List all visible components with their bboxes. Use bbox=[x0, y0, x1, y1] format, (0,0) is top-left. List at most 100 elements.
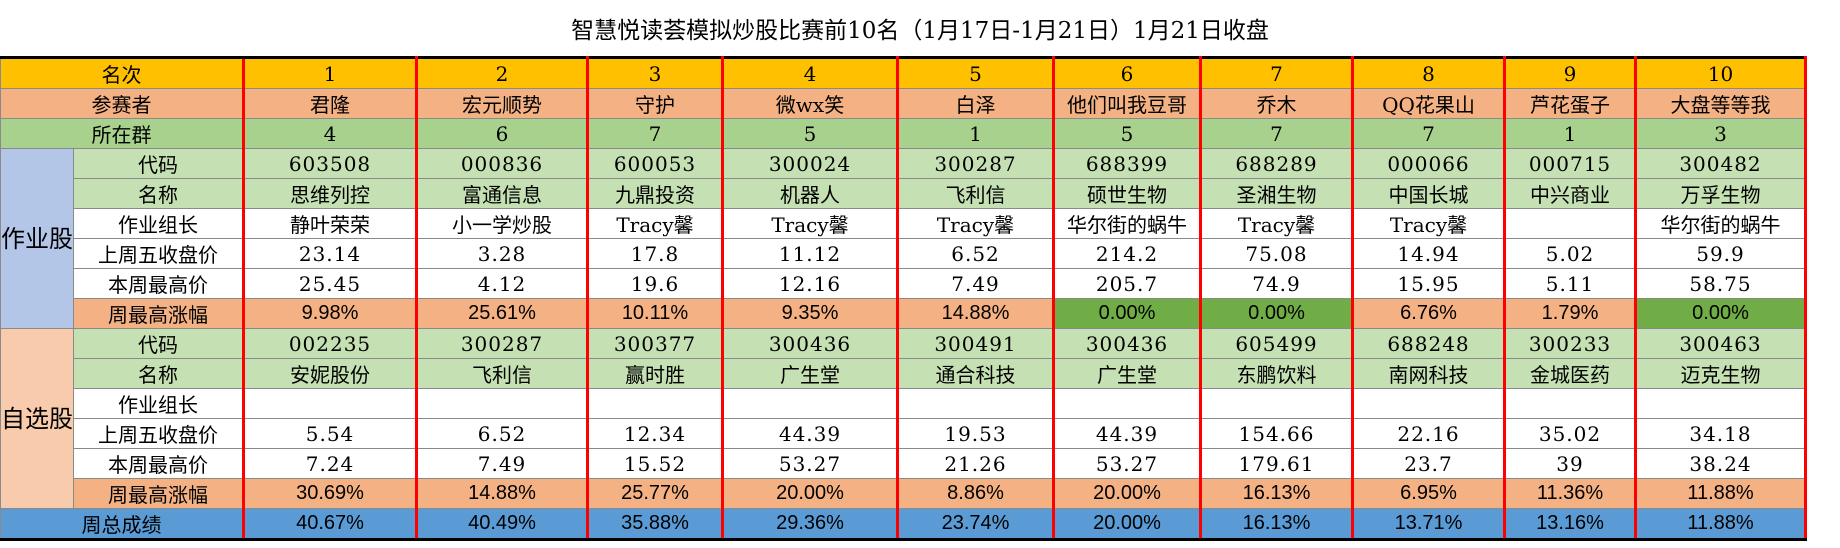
homework-prev-close-label: 上周五收盘价 bbox=[73, 238, 244, 269]
name-cell: 广生堂 bbox=[722, 358, 899, 389]
leader-cell bbox=[242, 388, 418, 419]
high-cell: 53.27 bbox=[722, 448, 899, 479]
homework-high-row: 本周最高价 25.45 4.12 19.6 12.16 7.49 205.7 74.9 15.9… bbox=[1, 268, 1807, 299]
code-cell: 605499 bbox=[1200, 328, 1354, 359]
gain-cell: 11.88% bbox=[1635, 478, 1807, 509]
gain-cell: 14.88% bbox=[416, 478, 589, 509]
code-cell: 300436 bbox=[722, 328, 899, 359]
code-cell: 000836 bbox=[416, 148, 589, 179]
selfpick-leader-label: 作业组长 bbox=[73, 388, 244, 419]
leader-cell bbox=[722, 388, 899, 419]
rank-cell: 4 bbox=[722, 56, 899, 89]
high-cell: 25.45 bbox=[242, 268, 418, 299]
code-cell: 300482 bbox=[1635, 148, 1807, 179]
code-cell: 300491 bbox=[897, 328, 1055, 359]
leader-cell bbox=[1352, 388, 1506, 419]
leader-cell: Tracy馨 bbox=[587, 208, 724, 239]
selfpick-prev-close-row: 上周五收盘价 5.54 6.52 12.34 44.39 19.53 44.39 154.66… bbox=[1, 418, 1807, 449]
gain-cell: 25.77% bbox=[587, 478, 724, 509]
rank-cell: 5 bbox=[897, 56, 1055, 89]
selfpick-side-label: 自选股 bbox=[0, 328, 74, 509]
prev-close-cell: 12.34 bbox=[587, 418, 724, 449]
rank-row: 名次 1 2 3 4 5 6 7 8 9 10 bbox=[0, 56, 1807, 89]
high-cell: 39 bbox=[1504, 448, 1637, 479]
leader-cell bbox=[897, 388, 1055, 419]
homework-code-label: 代码 bbox=[73, 148, 244, 179]
selfpick-high-row: 本周最高价 7.24 7.49 15.52 53.27 21.26 53.27 179.61 2… bbox=[1, 448, 1807, 479]
high-cell: 74.9 bbox=[1200, 268, 1354, 299]
player-cell: QQ花果山 bbox=[1352, 88, 1506, 119]
selfpick-gain-row: 周最高涨幅 30.69% 14.88% 25.77% 20.00% 8.86% 20.00%… bbox=[1, 478, 1807, 509]
player-row: 参赛者 君隆 宏元顺势 守护 微wx笑 白泽 他们叫我豆哥 乔木 QQ花果山 芦花蛋子 大盘等等我 bbox=[0, 88, 1807, 119]
selfpick-gain-label: 周最高涨幅 bbox=[73, 478, 244, 509]
leader-cell: Tracy馨 bbox=[722, 208, 899, 239]
homework-name-row: 名称 思维列控 富通信息 九鼎投资 机器人 飞利信 硕世生物 圣湘生物 中国长城 中兴商业 万孚生物 bbox=[1, 178, 1807, 209]
high-cell: 23.7 bbox=[1352, 448, 1506, 479]
player-cell: 乔木 bbox=[1200, 88, 1354, 119]
gain-cell: 0.00% bbox=[1200, 298, 1354, 329]
player-cell: 君隆 bbox=[242, 88, 418, 119]
prev-close-cell: 6.52 bbox=[897, 238, 1055, 269]
total-cell: 29.36% bbox=[722, 508, 899, 541]
high-cell: 12.16 bbox=[722, 268, 899, 299]
leader-cell: 华尔街的蜗牛 bbox=[1635, 208, 1807, 239]
code-cell: 603508 bbox=[242, 148, 418, 179]
high-cell: 5.11 bbox=[1504, 268, 1637, 299]
selfpick-name-label: 名称 bbox=[73, 358, 244, 389]
name-cell: 万孚生物 bbox=[1635, 178, 1807, 209]
rank-cell: 10 bbox=[1635, 56, 1807, 89]
group-cell: 6 bbox=[416, 118, 589, 149]
total-label: 周总成绩 bbox=[0, 508, 244, 541]
high-cell: 179.61 bbox=[1200, 448, 1354, 479]
group-cell: 1 bbox=[897, 118, 1055, 149]
name-cell: 九鼎投资 bbox=[587, 178, 724, 209]
gain-cell: 25.61% bbox=[416, 298, 589, 329]
homework-gain-row: 周最高涨幅 9.98% 25.61% 10.11% 9.35% 14.88% 0.00% 0.… bbox=[1, 298, 1807, 329]
high-cell: 7.49 bbox=[416, 448, 589, 479]
name-cell: 南网科技 bbox=[1352, 358, 1506, 389]
player-cell: 白泽 bbox=[897, 88, 1055, 119]
high-cell: 38.24 bbox=[1635, 448, 1807, 479]
name-cell: 东鹏饮料 bbox=[1200, 358, 1354, 389]
name-cell: 安妮股份 bbox=[242, 358, 418, 389]
high-cell: 21.26 bbox=[897, 448, 1055, 479]
player-cell: 微wx笑 bbox=[722, 88, 899, 119]
gain-cell: 0.00% bbox=[1635, 298, 1807, 329]
total-cell: 40.67% bbox=[242, 508, 418, 541]
player-cell: 守护 bbox=[587, 88, 724, 119]
code-cell: 300463 bbox=[1635, 328, 1807, 359]
leader-cell: Tracy馨 bbox=[1352, 208, 1506, 239]
selfpick-code-label: 代码 bbox=[73, 328, 244, 359]
homework-high-label: 本周最高价 bbox=[73, 268, 244, 299]
code-cell: 300287 bbox=[416, 328, 589, 359]
leader-cell bbox=[1053, 388, 1202, 419]
group-cell: 5 bbox=[722, 118, 899, 149]
gain-cell: 11.36% bbox=[1504, 478, 1637, 509]
homework-code-row: 作业股 代码 603508 000836 600053 300024 300287 68839… bbox=[0, 148, 1807, 329]
homework-prev-close-row: 上周五收盘价 23.14 3.28 17.8 11.12 6.52 214.2 75.08 14… bbox=[1, 238, 1807, 269]
gain-cell: 30.69% bbox=[242, 478, 418, 509]
group-cell: 3 bbox=[1635, 118, 1807, 149]
prev-close-cell: 14.94 bbox=[1352, 238, 1506, 269]
sheet-title: 智慧悦读荟模拟炒股比赛前10名（1月17日-1月21日）1月21日收盘 bbox=[571, 18, 1269, 44]
group-label: 所在群 bbox=[0, 118, 244, 149]
selfpick-name-row: 名称 安妮股份 飞利信 赢时胜 广生堂 通合科技 广生堂 东鹏饮料 南网科技 金城医药 迈克生物 bbox=[1, 358, 1807, 389]
name-cell: 金城医药 bbox=[1504, 358, 1637, 389]
code-cell: 000066 bbox=[1352, 148, 1506, 179]
total-cell: 16.13% bbox=[1200, 508, 1354, 541]
group-cell: 4 bbox=[242, 118, 418, 149]
gain-cell: 20.00% bbox=[722, 478, 899, 509]
gain-cell: 8.86% bbox=[897, 478, 1055, 509]
high-cell: 58.75 bbox=[1635, 268, 1807, 299]
leader-cell: 华尔街的蜗牛 bbox=[1053, 208, 1202, 239]
rank-label: 名次 bbox=[0, 56, 244, 89]
gain-cell: 6.95% bbox=[1352, 478, 1506, 509]
rank-cell: 9 bbox=[1504, 56, 1637, 89]
high-cell: 7.24 bbox=[242, 448, 418, 479]
prev-close-cell: 22.16 bbox=[1352, 418, 1506, 449]
gain-cell: 10.11% bbox=[587, 298, 724, 329]
leader-cell bbox=[1504, 388, 1637, 419]
name-cell: 硕世生物 bbox=[1053, 178, 1202, 209]
prev-close-cell: 154.66 bbox=[1200, 418, 1354, 449]
high-cell: 4.12 bbox=[416, 268, 589, 299]
